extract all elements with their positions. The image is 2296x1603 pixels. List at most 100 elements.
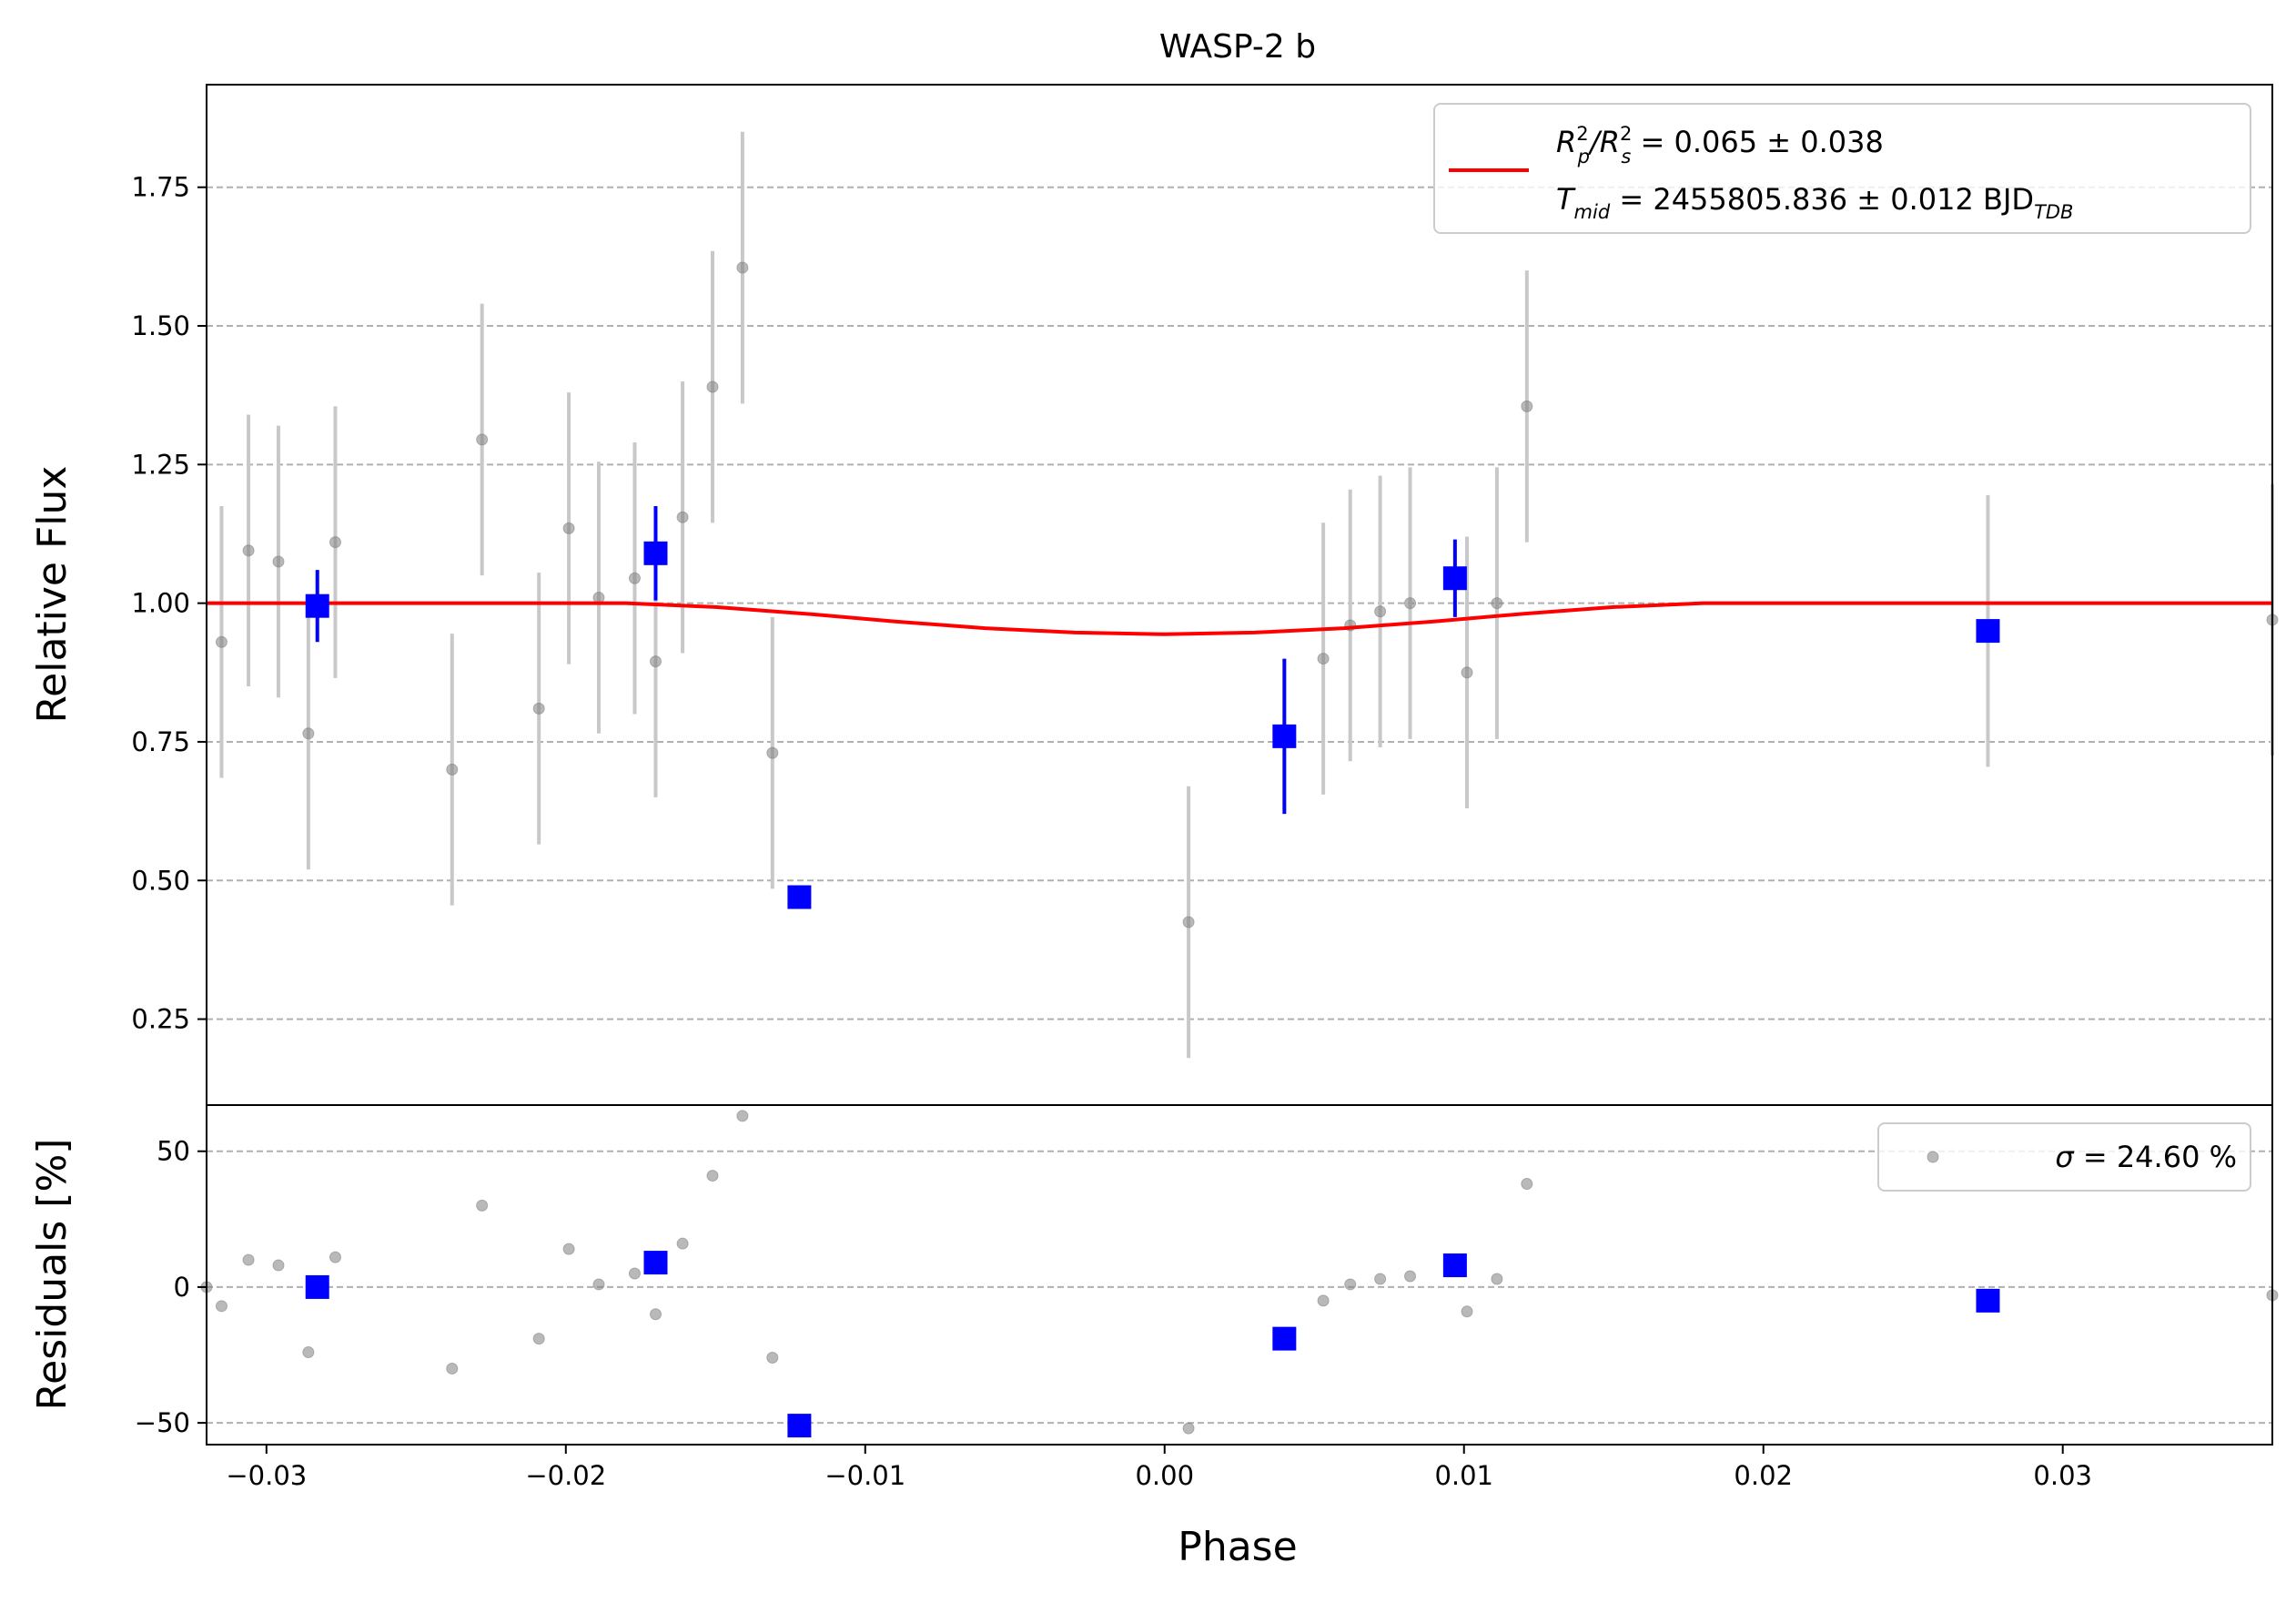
raw-point (766, 746, 779, 759)
x-axis-label: Phase (1178, 1524, 1297, 1570)
residual-binned-point (305, 1274, 329, 1299)
x-tick-label: 0.03 (2033, 1460, 2092, 1491)
x-tick-label: 0.02 (1734, 1460, 1793, 1491)
legend-t-sub: mid (1574, 201, 1611, 223)
residual-raw-point (302, 1346, 315, 1359)
top-legend: R2 p/R2 s = 0.065 ± 0.038 Tmid = 2455805.8… (1433, 103, 2251, 234)
residual-raw-point (592, 1278, 605, 1291)
raw-point (476, 433, 489, 446)
residual-raw-point (628, 1267, 641, 1280)
raw-point (329, 536, 341, 549)
residual-raw-point (329, 1251, 341, 1263)
residual-raw-point (676, 1237, 689, 1250)
bottom-binned-points (305, 1251, 2000, 1438)
chart-title: WASP-2 b (1159, 28, 1316, 66)
residual-binned-point (1976, 1288, 2000, 1313)
binned-point (1442, 566, 1467, 591)
top-y-ticks: 0.25 0.50 0.75 1.00 1.25 1.50 1.75 (131, 172, 207, 1035)
top-plot-frame (206, 84, 2273, 1106)
top-y-tick-label: 1.50 (131, 310, 190, 341)
bottom-legend: σ = 24.60 % (1877, 1122, 2251, 1192)
top-y-tick-label: 1.75 (131, 172, 190, 203)
residual-raw-point (446, 1362, 459, 1375)
residual-raw-point (649, 1308, 662, 1321)
legend-sigma-value: = 24.60 % (2074, 1140, 2237, 1174)
legend-t-symbol: T (1556, 182, 1576, 217)
bottom-y-tick-label: 50 (157, 1136, 190, 1167)
raw-point (532, 702, 545, 715)
legend-radius-value: = 0.065 ± 0.038 (1631, 125, 1884, 159)
x-ticks: −0.03 −0.02 −0.01 0.00 0.01 0.02 0.03 (226, 1445, 2092, 1491)
binned-point (305, 594, 329, 618)
residual-raw-point (1461, 1305, 1473, 1318)
raw-point (649, 655, 662, 668)
top-legend-box (1433, 103, 2251, 234)
top-y-tick-label: 0.75 (131, 726, 190, 757)
top-y-tick-label: 0.25 (131, 1004, 190, 1035)
raw-point (242, 544, 255, 557)
bottom-plot-frame (206, 1104, 2273, 1446)
legend-r-symbol: R (1556, 125, 1576, 159)
binned-point (1272, 724, 1297, 748)
x-tick-label: −0.02 (525, 1460, 606, 1491)
raw-point (1461, 666, 1473, 679)
raw-point (1404, 597, 1417, 610)
binned-point (787, 885, 812, 909)
raw-point (676, 511, 689, 523)
bottom-gridlines (207, 1150, 2272, 1425)
x-tick-label: −0.01 (824, 1460, 905, 1491)
residual-raw-point (706, 1170, 719, 1182)
bottom-y-tick-label: −50 (135, 1407, 190, 1438)
binned-point (643, 541, 668, 565)
residual-raw-point (766, 1352, 779, 1365)
legend-rs-symbol: /R (1587, 125, 1620, 159)
residual-binned-point (643, 1251, 668, 1275)
raw-point (1521, 400, 1533, 412)
raw-point (1491, 597, 1503, 610)
residual-raw-point (1182, 1422, 1195, 1435)
top-y-tick-label: 0.50 (131, 865, 190, 896)
top-binned-points (305, 506, 2000, 909)
raw-point (215, 635, 228, 648)
raw-point (272, 555, 285, 568)
residual-binned-point (1442, 1253, 1467, 1278)
raw-point (302, 727, 315, 740)
raw-point (628, 572, 641, 584)
residual-raw-point (215, 1300, 228, 1313)
legend-r-sub: p (1577, 146, 1590, 167)
residual-raw-point (476, 1199, 489, 1212)
legend-rs-sup: 2 (1620, 123, 1632, 145)
residual-raw-point (242, 1253, 255, 1266)
residual-raw-point (1521, 1178, 1533, 1191)
raw-point (1182, 916, 1195, 928)
residual-raw-point (272, 1259, 285, 1272)
model-line (207, 601, 2272, 636)
bottom-legend-box (1877, 1122, 2251, 1192)
raw-point (1317, 653, 1330, 665)
legend-tdb-sub: TDB (2034, 201, 2073, 223)
bottom-legend-marker (1927, 1151, 1939, 1163)
legend-r-sup: 2 (1576, 123, 1588, 145)
residual-binned-point (1272, 1326, 1297, 1351)
legend-sigma-symbol: σ (2055, 1140, 2075, 1174)
x-tick-label: 0.00 (1135, 1460, 1194, 1491)
top-panel: 0.25 0.50 0.75 1.00 1.25 1.50 1.75 Relative Fl… (29, 84, 2279, 1106)
raw-point (562, 522, 575, 534)
residual-raw-point (1404, 1270, 1417, 1283)
residual-raw-point (1491, 1273, 1503, 1285)
top-model-curve (207, 601, 2272, 636)
top-legend-radius-ratio: R2 p/R2 s = 0.065 ± 0.038 (1556, 123, 1884, 167)
top-y-tick-label: 1.00 (131, 588, 190, 619)
residual-raw-point (532, 1333, 545, 1345)
x-tick-label: −0.03 (226, 1460, 307, 1491)
raw-point (706, 380, 719, 393)
residual-raw-point (1344, 1278, 1357, 1291)
bottom-legend-sigma: σ = 24.60 % (2055, 1140, 2237, 1174)
raw-point (1374, 605, 1387, 618)
top-raw-points (215, 131, 2279, 1059)
top-y-axis-label: Relative Flux (29, 466, 76, 724)
legend-rs-sub: s (1621, 146, 1631, 167)
top-y-tick-label: 1.25 (131, 449, 190, 480)
bottom-y-tick-label: 0 (174, 1272, 190, 1303)
